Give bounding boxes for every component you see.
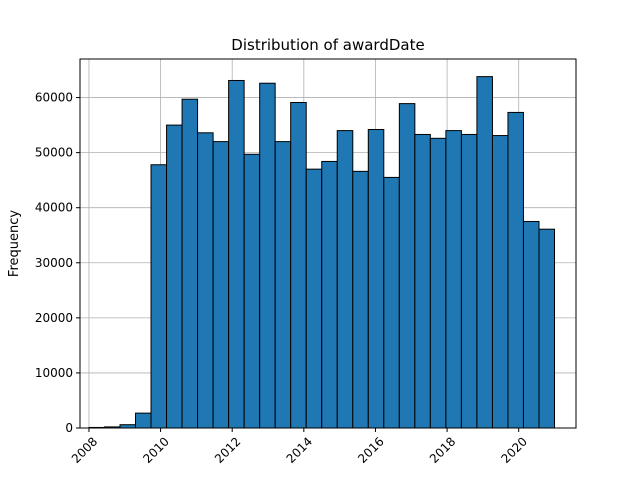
histogram-bars [88, 76, 556, 429]
histogram-bar [212, 141, 230, 429]
histogram-bar [228, 79, 245, 429]
y-axis-ticks: 0 10000 20000 30000 40000 50000 60000 [35, 91, 80, 435]
x-tick-label: 2012 [212, 434, 243, 465]
histogram-bar [290, 102, 307, 429]
histogram-bar [305, 168, 323, 429]
y-tick-label: 0 [65, 421, 73, 435]
x-tick-label: 2016 [355, 434, 386, 465]
histogram-bar [150, 164, 168, 429]
histogram-bar [181, 98, 199, 429]
histogram-bar [197, 132, 214, 429]
y-tick-label: 10000 [35, 366, 73, 380]
x-tick-label: 2020 [499, 434, 530, 465]
histogram-bar [476, 76, 493, 429]
y-tick-label: 60000 [35, 91, 73, 105]
histogram-bar [243, 153, 261, 429]
histogram-bar [259, 82, 276, 429]
y-tick-label: 50000 [35, 146, 73, 160]
chart-title: Distribution of awardDate [231, 36, 424, 54]
x-tick-label: 2010 [140, 434, 171, 465]
histogram-bar [522, 220, 540, 429]
x-axis-ticks: 2008 2010 2012 2014 2016 2018 2020 [69, 428, 530, 466]
x-tick-label: 2014 [284, 434, 315, 465]
y-tick-label: 40000 [35, 201, 73, 215]
histogram-bar [166, 124, 183, 429]
x-tick-label: 2018 [427, 434, 458, 465]
histogram-bar [352, 170, 369, 429]
x-tick-label: 2008 [69, 434, 100, 465]
histogram-bar [429, 137, 447, 429]
histogram-bar [414, 133, 431, 429]
y-tick-label: 20000 [35, 311, 73, 325]
histogram-bar [460, 133, 478, 429]
histogram-bar [398, 103, 416, 429]
histogram-bar [507, 111, 524, 429]
y-axis-label: Frequency [7, 210, 22, 277]
histogram-bar [445, 130, 462, 429]
histogram-bar [491, 135, 509, 429]
histogram-bar [367, 128, 385, 429]
histogram-bar [336, 130, 354, 429]
histogram-bar [135, 412, 152, 429]
plot-frame [79, 58, 577, 429]
histogram-bar [321, 160, 338, 429]
histogram-bar [538, 228, 556, 429]
histogram-bar [383, 176, 400, 429]
histogram-bar [274, 141, 292, 429]
y-tick-label: 30000 [35, 256, 73, 270]
